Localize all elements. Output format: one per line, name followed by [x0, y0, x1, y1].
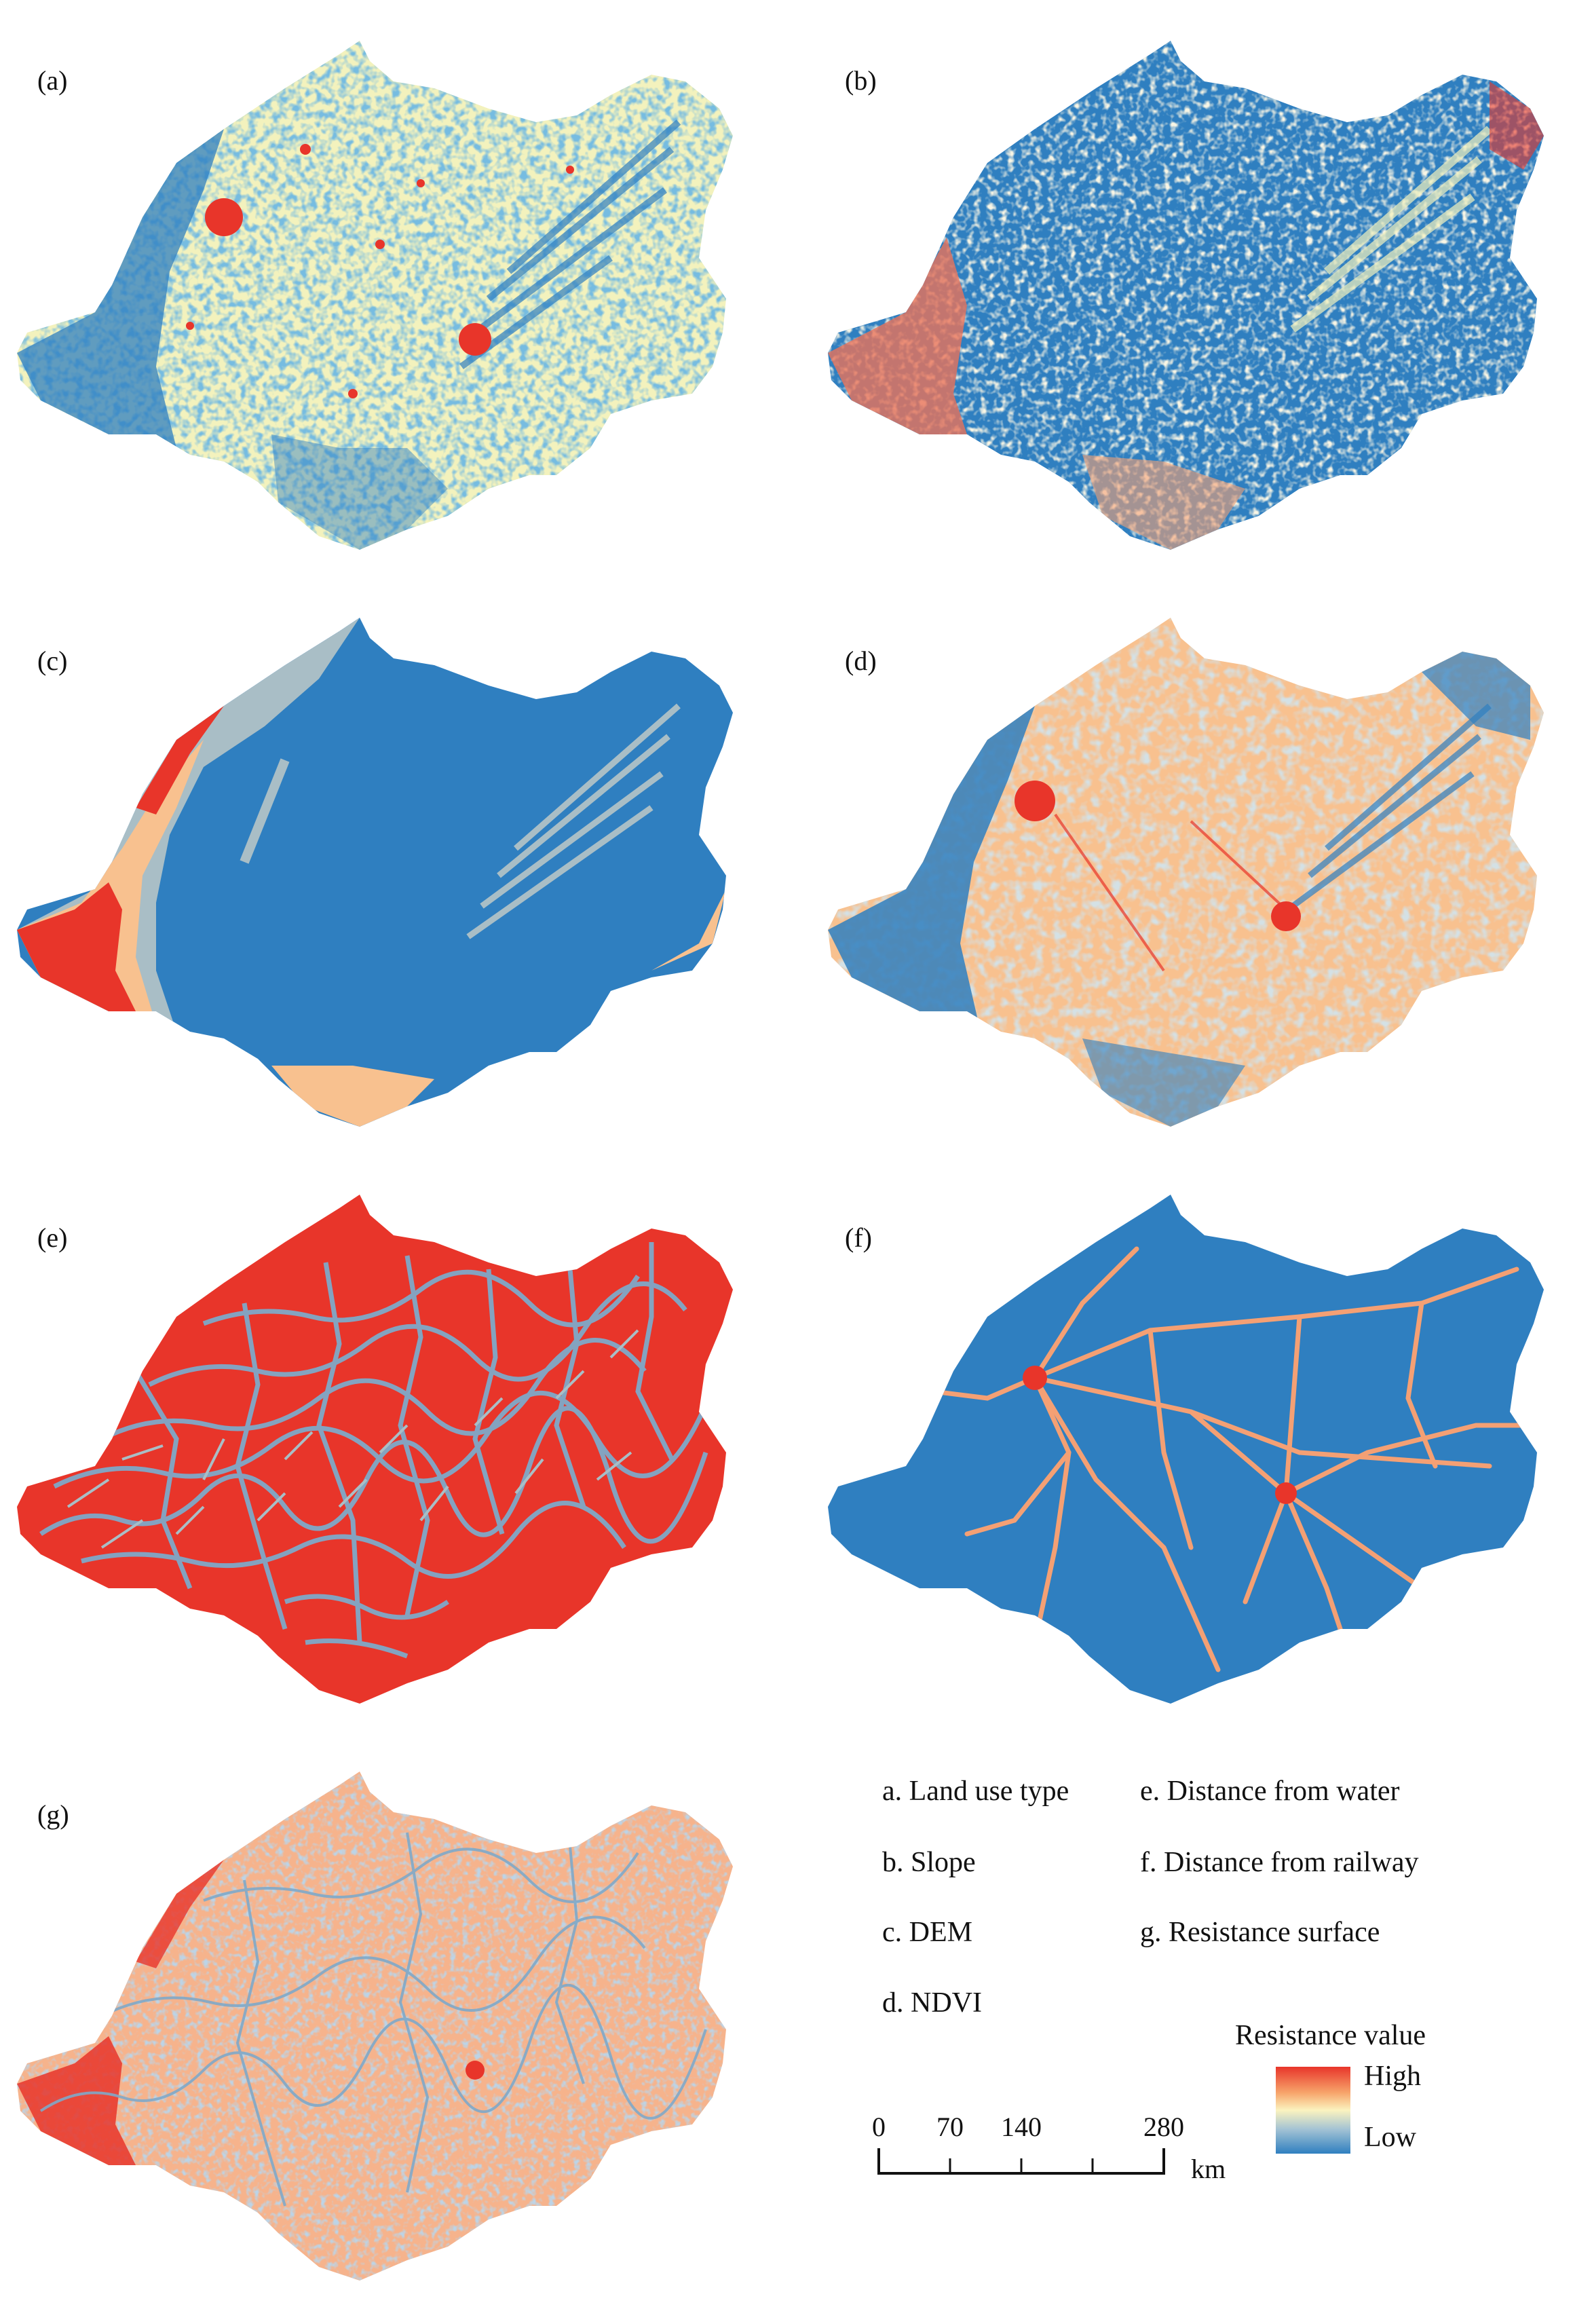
key-item-g: g. Resistance surface — [1140, 1917, 1380, 1948]
color-ramp — [1276, 2067, 1350, 2154]
map-distance-railway — [828, 1195, 1544, 1704]
map-ndvi — [828, 618, 1544, 1127]
panel-label-b: (b) — [845, 65, 877, 96]
map-panel-g: (g) — [0, 1744, 746, 2314]
scale-tick-140: 140 — [1001, 2112, 1042, 2142]
panel-label-e: (e) — [37, 1222, 68, 1253]
scale-tick-70: 70 — [936, 2112, 964, 2142]
legend-high-label: High — [1364, 2061, 1421, 2092]
map-panel-b: (b) — [811, 14, 1557, 584]
panel-label-a: (a) — [37, 65, 68, 96]
map-panel-f: (f) — [811, 1167, 1557, 1738]
map-panel-e: (e) — [0, 1167, 746, 1738]
scale-tick-0: 0 — [872, 2112, 886, 2142]
map-panel-c: (c) — [0, 591, 746, 1161]
scale-tick-280: 280 — [1143, 2112, 1184, 2142]
panel-label-d: (d) — [845, 645, 877, 676]
map-resistance-surface — [17, 1772, 733, 2281]
map-land-use — [17, 41, 733, 550]
key-item-b: b. Slope — [882, 1847, 976, 1878]
key-item-e: e. Distance from water — [1140, 1776, 1400, 1807]
panel-label-f: (f) — [845, 1222, 872, 1253]
map-dem — [17, 618, 733, 1127]
key-item-c: c. DEM — [882, 1917, 972, 1948]
map-panel-a: (a) — [0, 14, 746, 584]
scale-unit: km — [1191, 2154, 1226, 2184]
scale-bar-ruler — [877, 2148, 1165, 2175]
key-item-a: a. Land use type — [882, 1776, 1069, 1807]
scale-bar: 0 70 140 280 km — [865, 2111, 1245, 2186]
key-item-f: f. Distance from railway — [1140, 1847, 1419, 1878]
legend-title: Resistance value — [1235, 2020, 1426, 2051]
legend-low-label: Low — [1364, 2122, 1416, 2153]
legend-block: a. Land use type b. Slope c. DEM d. NDVI… — [875, 1775, 1520, 2155]
panel-label-g: (g) — [37, 1799, 69, 1830]
key-item-d: d. NDVI — [882, 1987, 982, 2019]
map-slope — [828, 41, 1544, 550]
panel-label-c: (c) — [37, 645, 68, 676]
map-distance-water — [17, 1195, 733, 1704]
map-panel-d: (d) — [811, 591, 1557, 1161]
